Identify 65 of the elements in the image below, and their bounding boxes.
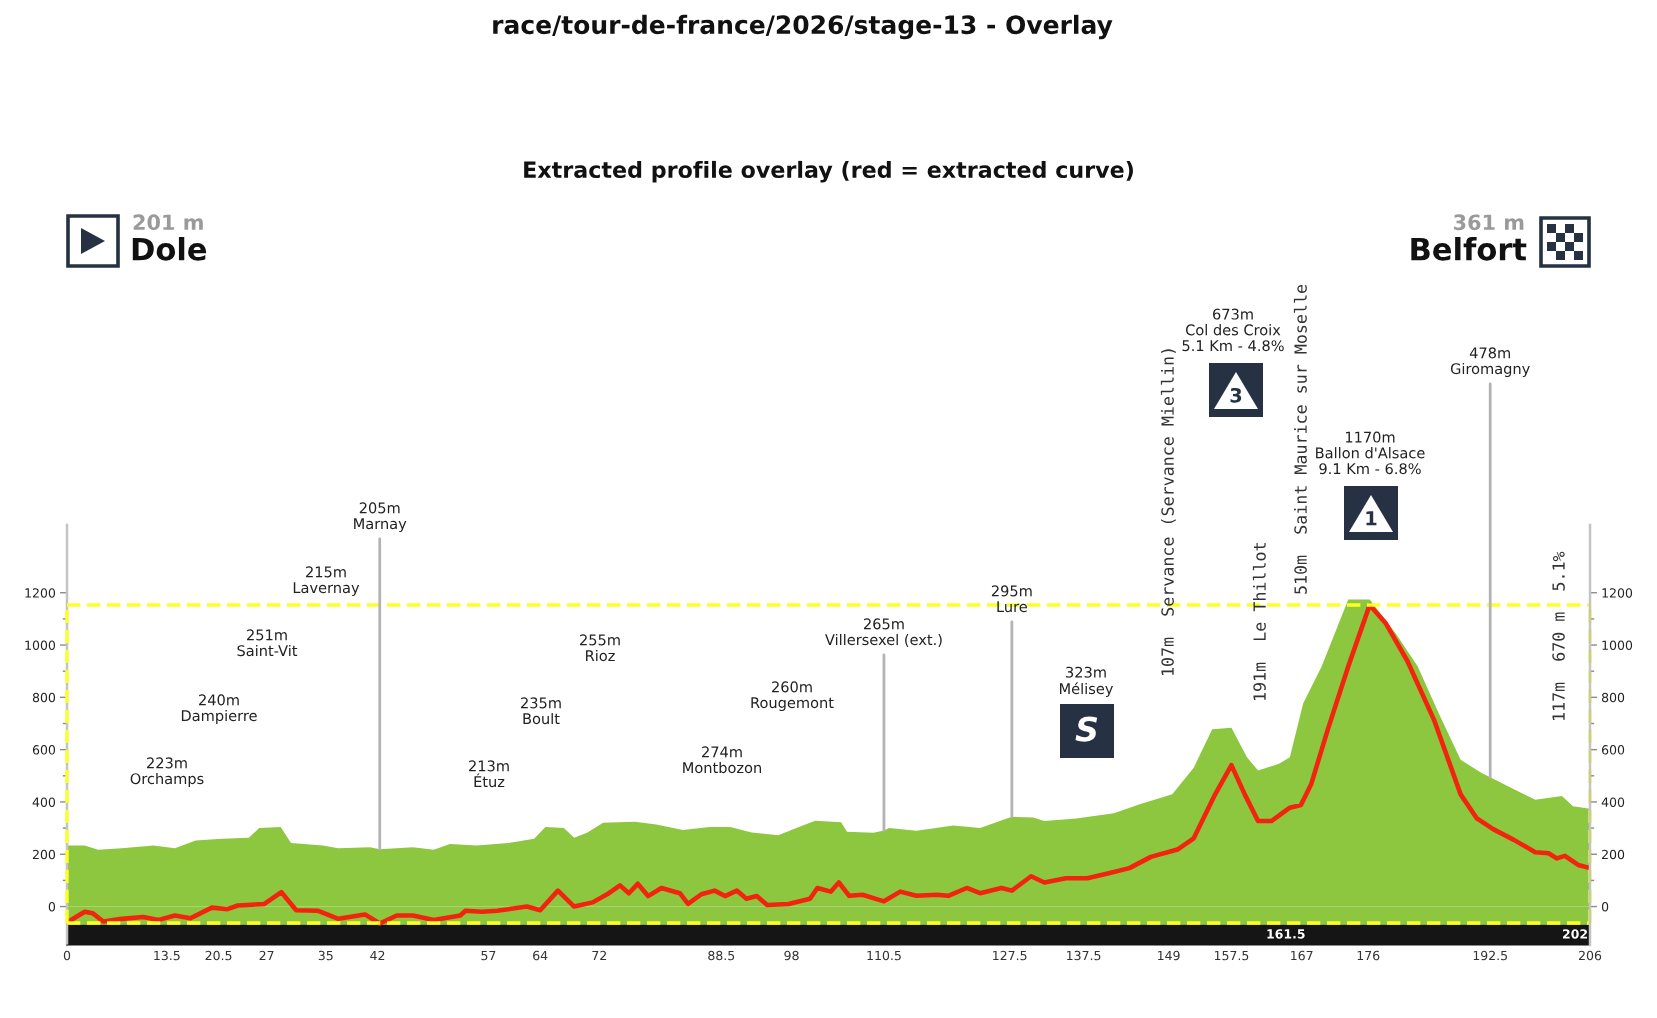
x-tick-label: 0 xyxy=(63,950,71,961)
y-tick-label: 200 xyxy=(32,849,56,860)
chart-title: race/tour-de-france/2026/stage-13 - Overlay xyxy=(493,14,1113,40)
annotation: 260m Rougemont xyxy=(751,681,834,711)
x-tick-label: 13.5 xyxy=(154,950,180,961)
annotation: 215m Lavernay xyxy=(293,566,360,596)
y2-tick-label: 800 xyxy=(1601,692,1625,703)
y2-tick-label: 200 xyxy=(1602,849,1625,860)
y2-tick-label: 1200 xyxy=(1602,588,1633,598)
x-tick-label: 110.5 xyxy=(867,950,901,961)
x-tick-label: 167 xyxy=(1291,950,1313,961)
text: Belfort xyxy=(1411,237,1527,261)
x-tick-label: 35 xyxy=(318,950,333,961)
text: 361 m xyxy=(1453,214,1524,231)
annotation: 235m Boult xyxy=(521,697,561,725)
annotation: 202 xyxy=(1562,929,1588,939)
y2-tick-label: 600 xyxy=(1601,745,1625,755)
annotation: 213m Étuz xyxy=(469,760,509,788)
x-tick-label: 157.5 xyxy=(1214,950,1249,961)
annotation: 510m Saint Maurice sur Moselle xyxy=(1293,284,1307,594)
annotation: 274m Montbozon xyxy=(683,746,761,774)
y2-tick-label: 400 xyxy=(1601,797,1625,807)
y-tick-label: 600 xyxy=(32,745,56,755)
x-tick-label: 27 xyxy=(259,950,274,961)
annotation: 323m Mélisey xyxy=(1060,666,1113,697)
x-tick-label: 149 xyxy=(1158,950,1180,961)
x-tick-label: 64 xyxy=(533,950,548,961)
y-tick-label: 1000 xyxy=(25,640,56,650)
text: 1170m Ballon d'Alsace 9.1 Km - 6.8% xyxy=(1316,431,1425,475)
x-tick-label: 192.5 xyxy=(1473,950,1507,961)
x-tick-label: 57 xyxy=(481,950,496,961)
x-tick-label: 88.5 xyxy=(708,950,735,961)
y2-tick-label: 1000 xyxy=(1602,640,1633,650)
x-tick-label: 72 xyxy=(592,950,607,961)
annotation: 205m Marnay xyxy=(354,502,407,532)
x-tick-label: 42 xyxy=(370,950,385,961)
y-tick-label: 800 xyxy=(32,692,56,703)
annotation: 240m Dampierre xyxy=(181,694,257,724)
annotation: 117m 670 m 5.1% xyxy=(1552,551,1565,720)
annotation: 161.5 xyxy=(1267,929,1305,939)
y2-tick-label: 0 xyxy=(1601,902,1609,912)
annotation: 107m Servance (Servance Miellin) xyxy=(1160,349,1176,675)
annotation: 223m Orchamps xyxy=(130,757,204,787)
y-tick-label: 1200 xyxy=(25,588,56,598)
x-tick-label: 127.5 xyxy=(993,950,1027,961)
annotation: 191m Le Thillot xyxy=(1252,543,1266,700)
x-tick-label: 137.5 xyxy=(1067,950,1101,961)
x-tick-label: 176 xyxy=(1357,950,1380,961)
annotation: 478m Giromagny xyxy=(1450,347,1530,377)
x-tick-label: 206 xyxy=(1578,950,1602,961)
text: 673m Col des Croix 5.1 Km - 4.8% xyxy=(1182,308,1284,352)
text: 3 xyxy=(1230,387,1242,403)
annotation: S xyxy=(1075,716,1098,742)
x-tick-label: 20.5 xyxy=(205,950,232,961)
y-tick-label: 400 xyxy=(32,797,56,807)
annotation: 255m Rioz xyxy=(580,634,620,662)
y-tick-label: 0 xyxy=(48,902,56,912)
annotation: 295m Lure xyxy=(991,585,1032,613)
annotation: 1 xyxy=(1366,511,1377,526)
chart-subtitle: Extracted profile overlay (red = extracted curve) xyxy=(524,160,1133,183)
annotation: 265m Villersexel (ext.) xyxy=(825,618,942,647)
text: 201 m xyxy=(133,214,203,231)
x-tick-label: 98 xyxy=(784,950,799,961)
annotation: 251m Saint-Vit xyxy=(237,629,298,657)
text: Dole xyxy=(132,237,207,261)
